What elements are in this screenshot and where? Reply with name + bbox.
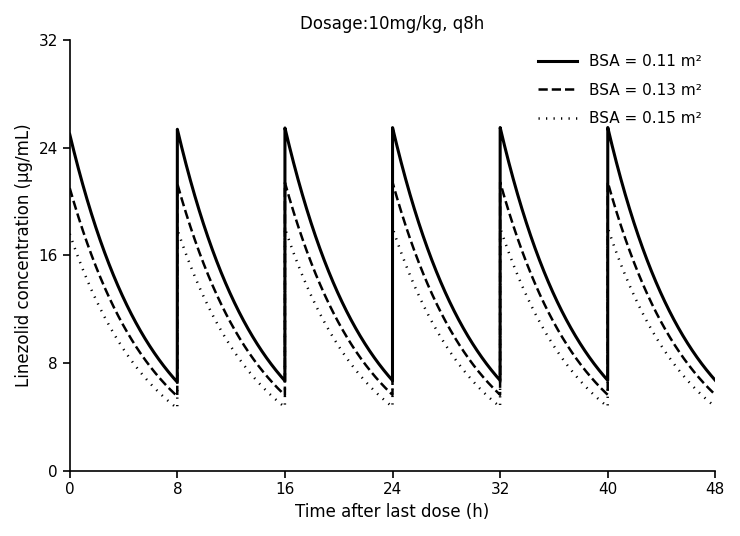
BSA = 0.13 m² xyxy=(220,307,229,314)
Line: BSA = 0.13 m²: BSA = 0.13 m² xyxy=(70,182,716,396)
BSA = 0.15 m² xyxy=(65,230,74,237)
X-axis label: Time after last dose (h): Time after last dose (h) xyxy=(295,503,490,521)
BSA = 0.15 m² xyxy=(456,363,465,369)
BSA = 0.15 m² xyxy=(603,225,612,231)
BSA = 0.11 m² xyxy=(286,150,295,157)
BSA = 0.13 m² xyxy=(591,380,600,386)
BSA = 0.13 m² xyxy=(542,304,551,310)
BSA = 0.11 m² xyxy=(65,131,74,138)
BSA = 0.11 m² xyxy=(173,379,182,385)
BSA = 0.15 m² xyxy=(542,330,551,336)
BSA = 0.11 m² xyxy=(711,377,720,384)
BSA = 0.13 m² xyxy=(65,185,74,191)
BSA = 0.15 m² xyxy=(667,358,676,364)
BSA = 0.13 m² xyxy=(173,393,182,399)
BSA = 0.15 m² xyxy=(173,405,182,412)
BSA = 0.13 m² xyxy=(711,392,720,398)
BSA = 0.15 m² xyxy=(286,243,295,249)
BSA = 0.11 m² xyxy=(220,277,229,283)
BSA = 0.11 m² xyxy=(603,124,612,131)
BSA = 0.13 m² xyxy=(603,179,612,185)
BSA = 0.13 m² xyxy=(667,337,676,344)
BSA = 0.15 m² xyxy=(591,393,600,400)
Title: Dosage:10mg/kg, q8h: Dosage:10mg/kg, q8h xyxy=(300,15,485,33)
BSA = 0.15 m² xyxy=(220,332,229,339)
BSA = 0.11 m² xyxy=(542,273,551,279)
BSA = 0.13 m² xyxy=(286,200,295,207)
BSA = 0.11 m² xyxy=(667,312,676,319)
BSA = 0.15 m² xyxy=(711,404,720,410)
BSA = 0.13 m² xyxy=(456,344,465,350)
Y-axis label: Linezolid concentration (µg/mL): Linezolid concentration (µg/mL) xyxy=(15,124,33,387)
BSA = 0.11 m² xyxy=(591,363,600,369)
Line: BSA = 0.11 m²: BSA = 0.11 m² xyxy=(70,128,716,382)
Legend: BSA = 0.11 m², BSA = 0.13 m², BSA = 0.15 m²: BSA = 0.11 m², BSA = 0.13 m², BSA = 0.15… xyxy=(532,48,707,132)
BSA = 0.11 m² xyxy=(456,320,465,326)
Line: BSA = 0.15 m²: BSA = 0.15 m² xyxy=(70,228,716,408)
